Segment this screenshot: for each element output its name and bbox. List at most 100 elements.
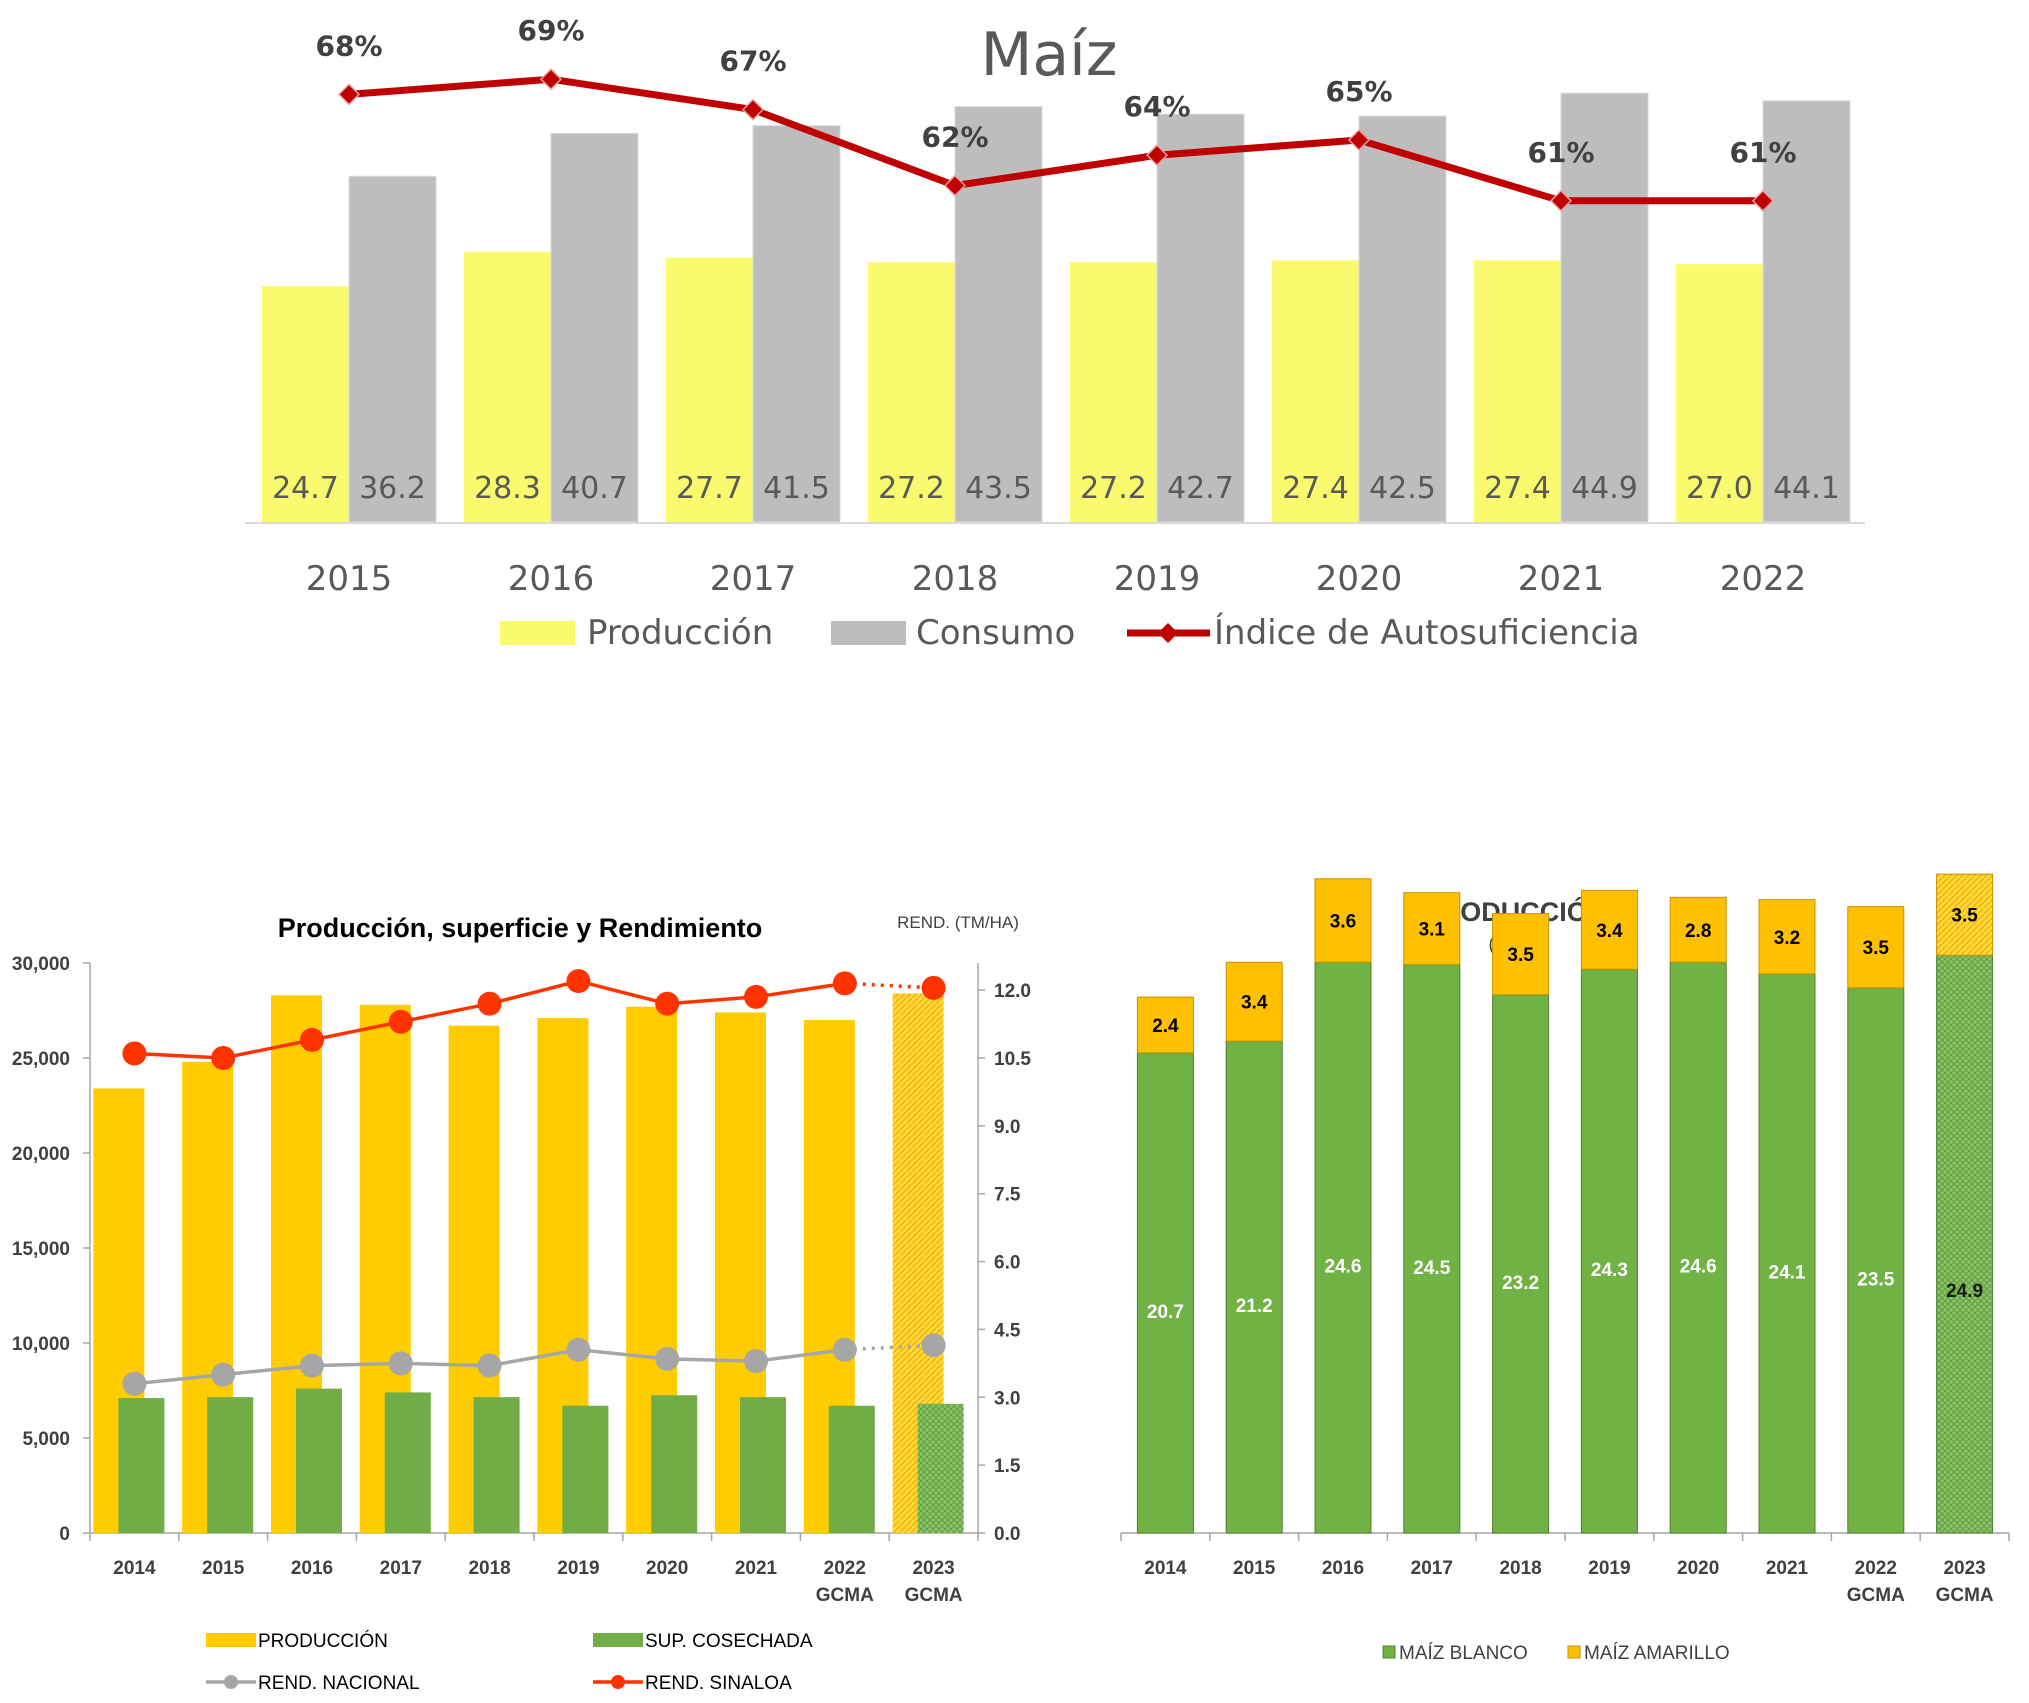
maiz-blanco-bar <box>1847 987 1905 1534</box>
chart-title: Maíz <box>981 20 1118 90</box>
rend-nacional-marker <box>744 1349 768 1374</box>
rend-sinaloa-marker <box>655 991 680 1016</box>
x-tick-label: 2020 <box>1677 1558 1719 1579</box>
maiz-autosuficiencia-chart: Maíz 24.7 36.2 2015 28.3 40.7 2016 27.7 41.5 2017… <box>245 14 1865 653</box>
y-tick-label: 25,000 <box>12 1049 70 1070</box>
consumo-bar <box>1560 92 1649 523</box>
maiz-amarillo-bar <box>1758 899 1816 975</box>
legend-indice-marker <box>1158 623 1178 643</box>
x-tick-label: 2016 <box>291 1558 333 1579</box>
maiz-blanco-bar <box>1580 968 1638 1534</box>
maiz-amarillo-data-label: 3.5 <box>1507 945 1534 966</box>
indice-marker <box>1347 128 1371 152</box>
rend-sinaloa-marker <box>832 971 857 996</box>
rend-nacional-marker <box>566 1337 591 1362</box>
x-tick-label: 2016 <box>1322 1558 1364 1579</box>
rend-nacional-marker <box>921 1333 946 1358</box>
maiz-blanco-bar <box>1225 1040 1283 1534</box>
produccion-data-label: 27.7 <box>676 471 743 506</box>
x-tick-label: 2017 <box>710 559 797 599</box>
indice-data-label: 61% <box>1729 136 1796 169</box>
rend-sinaloa-marker <box>566 969 591 994</box>
maiz-amarillo-bar <box>1847 906 1905 989</box>
consumo-bar <box>348 175 437 523</box>
x-tick-label: 2017 <box>1411 1558 1453 1579</box>
x-tick-label: 2021 <box>1518 559 1605 599</box>
sup-cosechada-bar <box>473 1397 520 1533</box>
legend-maiz-blanco-swatch <box>1382 1645 1396 1659</box>
rend-sinaloa-projected-line <box>844 981 934 990</box>
x-tick-label: 2019 <box>1114 559 1201 599</box>
produccion-bar <box>1070 262 1157 522</box>
produccion-bar <box>1676 264 1763 522</box>
consumo-data-label: 42.5 <box>1369 471 1436 506</box>
consumo-data-label: 43.5 <box>965 471 1032 506</box>
produccion-data-label: 27.2 <box>1080 471 1147 506</box>
maiz-amarillo-data-label: 3.4 <box>1596 921 1623 942</box>
maiz-blanco-bar <box>1669 961 1727 1534</box>
maiz-blanco-data-label: 24.5 <box>1413 1258 1450 1279</box>
indice-marker <box>943 174 967 197</box>
rend-nacional-projected-line <box>844 1343 934 1352</box>
chart-title: Producción, superficie y Rendimiento <box>278 913 763 943</box>
sup-cosechada-bar <box>118 1398 165 1533</box>
consumo-bar <box>752 125 841 523</box>
x-tick-label: GCMA <box>1936 1585 1994 1606</box>
consumo-data-label: 44.1 <box>1773 471 1840 506</box>
y-tick-label: 20,000 <box>12 1144 70 1165</box>
legend-rend-nacional-label: REND. NACIONAL <box>258 1673 420 1694</box>
produccion-data-label: 27.2 <box>878 471 945 506</box>
x-tick-label: 2021 <box>1766 1558 1809 1579</box>
maiz-amarillo-bar <box>1580 889 1638 970</box>
maiz-amarillo-data-label: 3.5 <box>1863 938 1890 959</box>
maiz-blanco-bar <box>1758 973 1816 1534</box>
y2-tick-label: 1.5 <box>994 1456 1021 1477</box>
rend-nacional-marker <box>211 1362 236 1387</box>
rend-sinaloa-marker <box>122 1041 147 1066</box>
sup-cosechada-bar <box>740 1397 786 1533</box>
consumo-bar <box>1156 113 1245 523</box>
indice-marker <box>741 98 765 121</box>
maiz-blanco-data-label: 20.7 <box>1147 1302 1184 1323</box>
maiz-blanco-data-label: 24.6 <box>1325 1257 1362 1278</box>
x-tick-label: GCMA <box>905 1585 963 1606</box>
maiz-amarillo-bar <box>1225 961 1283 1042</box>
legend-sup-cosechada-label: SUP. COSECHADA <box>645 1631 813 1652</box>
maiz-blanco-data-label: 23.2 <box>1502 1273 1539 1294</box>
x-tick-label: 2015 <box>306 559 393 599</box>
maiz-amarillo-bar <box>1936 873 1994 956</box>
legend-rend-sinaloa-label: REND. SINALOA <box>645 1673 792 1694</box>
maiz-amarillo-data-label: 3.1 <box>1419 920 1446 941</box>
x-tick-label: 2014 <box>1144 1558 1187 1579</box>
y2-tick-label: 12.0 <box>994 981 1031 1002</box>
x-tick-label: 2017 <box>380 1558 422 1579</box>
maiz-amarillo-bar <box>1136 996 1194 1054</box>
consumo-bar <box>1762 100 1851 523</box>
legend-sup-cosechada-swatch <box>593 1633 643 1647</box>
legend-consumo-label: Consumo <box>916 613 1075 653</box>
indice-marker <box>1549 189 1573 212</box>
rend-sinaloa-marker <box>744 984 768 1009</box>
y-tick-label: 5,000 <box>22 1429 70 1450</box>
maiz-blanco-data-label: 21.2 <box>1236 1296 1273 1317</box>
sup-cosechada-bar <box>917 1403 964 1533</box>
produccion-bar <box>868 262 955 522</box>
x-tick-label: 2022 <box>824 1558 866 1579</box>
consumo-data-label: 42.7 <box>1167 471 1234 506</box>
y2-tick-label: 0.0 <box>994 1524 1020 1545</box>
legend-produccion-label: Producción <box>587 613 773 653</box>
rend-nacional-marker <box>477 1353 502 1378</box>
x-tick-label: GCMA <box>1847 1585 1905 1606</box>
x-tick-label: GCMA <box>816 1585 874 1606</box>
sup-cosechada-bar <box>384 1392 431 1533</box>
maiz-blanco-bar <box>1314 961 1372 1534</box>
legend-maiz-amarillo-swatch <box>1567 1645 1581 1659</box>
y-tick-label: 10,000 <box>12 1334 70 1355</box>
y2-tick-label: 7.5 <box>994 1185 1021 1206</box>
produccion-data-label: 24.7 <box>272 471 339 506</box>
produccion-data-label: 27.4 <box>1282 471 1349 506</box>
y2-tick-label: 9.0 <box>994 1117 1020 1138</box>
rend-nacional-marker <box>388 1351 413 1376</box>
indice-data-label: 65% <box>1325 75 1392 108</box>
y-tick-label: 30,000 <box>12 954 70 975</box>
